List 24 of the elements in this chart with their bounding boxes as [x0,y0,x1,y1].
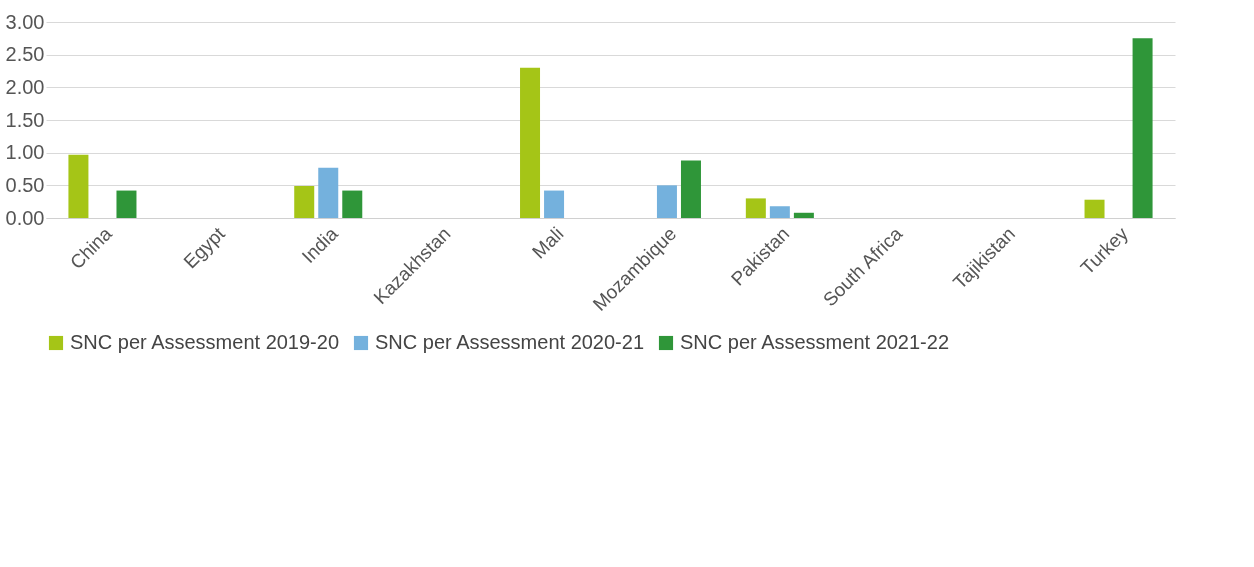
y-tick-label: 3.00 [5,10,45,33]
legend-label: SNC per Assessment 2019-20 [70,331,340,353]
bar [680,160,701,218]
y-tick-label: 1.00 [5,141,45,164]
bar [1084,199,1105,218]
bar [769,206,790,218]
bar [116,190,137,218]
bar [318,167,339,218]
y-tick-label: 1.50 [5,108,45,131]
bar [1132,38,1153,218]
bar [544,190,565,218]
bar [656,185,677,218]
y-tick-label: 2.00 [5,75,45,98]
bar [294,185,315,218]
legend-label: SNC per Assessment 2021-22 [680,331,950,353]
y-tick-label: 0.50 [5,173,45,196]
bar [68,154,89,218]
bar [793,212,814,218]
bar [520,67,541,218]
bar [342,190,363,218]
y-tick-label: 2.50 [5,43,45,66]
bar [745,198,766,218]
legend-label: SNC per Assessment 2020-21 [375,331,645,353]
y-tick-label: 0.00 [5,206,45,229]
